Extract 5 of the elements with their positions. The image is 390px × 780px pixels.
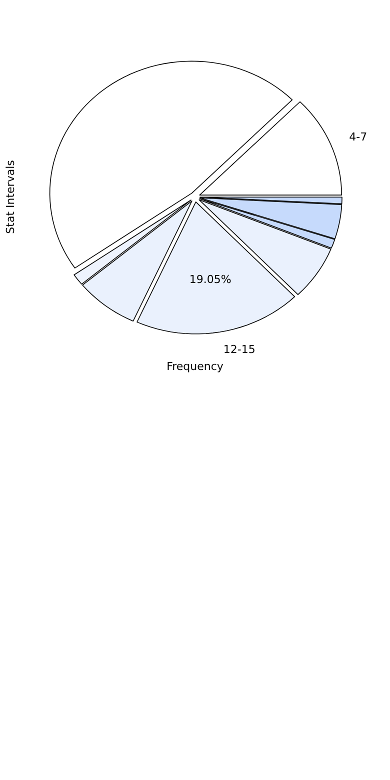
- slice-label: 4-7: [349, 130, 368, 144]
- text: Stat Intervals: [4, 160, 17, 234]
- slice-label: 12-15: [223, 343, 256, 356]
- data-label: 19.05%: [189, 272, 232, 286]
- text: Frequency: [166, 360, 224, 373]
